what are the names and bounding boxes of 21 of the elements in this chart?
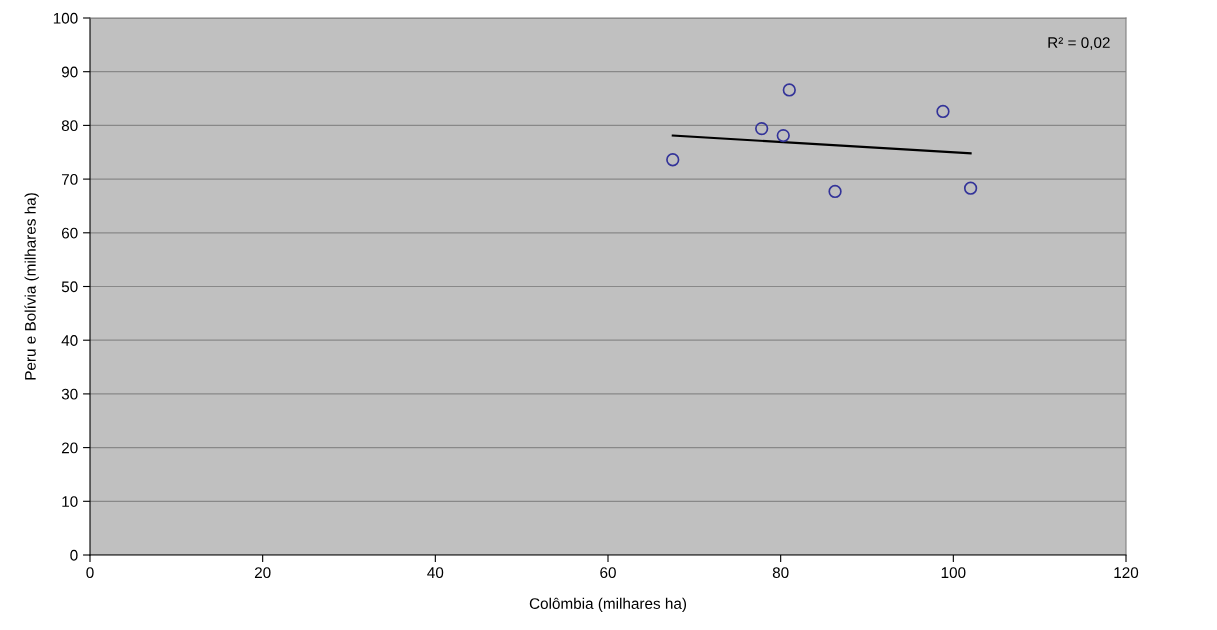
annotation: R² = 0,02: [1048, 37, 1110, 50]
x-tick-label: 40: [427, 567, 444, 579]
x-tick-label: 60: [600, 567, 616, 579]
y-tick-label: 10: [62, 496, 78, 507]
y-tick-label: 50: [61, 281, 78, 293]
y-tick-label: 70: [61, 173, 78, 185]
y-tick-label: 80: [61, 120, 78, 132]
x-tick-label: 100: [941, 567, 966, 579]
y-tick-label: 100: [53, 12, 78, 24]
y-tick-label: 40: [61, 335, 78, 346]
y-tick-label: 30: [61, 388, 78, 400]
x-tick-label: 0: [86, 567, 94, 579]
y-tick-label: 60: [61, 227, 78, 239]
y-tick-label: 20: [61, 442, 78, 454]
x-tick-label: 80: [772, 567, 789, 579]
x-tick-label: 20: [254, 567, 271, 579]
y-axis-title: Peru e Bolívia (milhares ha): [24, 193, 39, 380]
x-tick-label: 120: [1114, 567, 1139, 579]
y-tick-label: 90: [61, 66, 78, 78]
x-axis-title: Colômbia (milhares ha): [529, 597, 687, 612]
y-tick-label: 0: [70, 549, 78, 561]
